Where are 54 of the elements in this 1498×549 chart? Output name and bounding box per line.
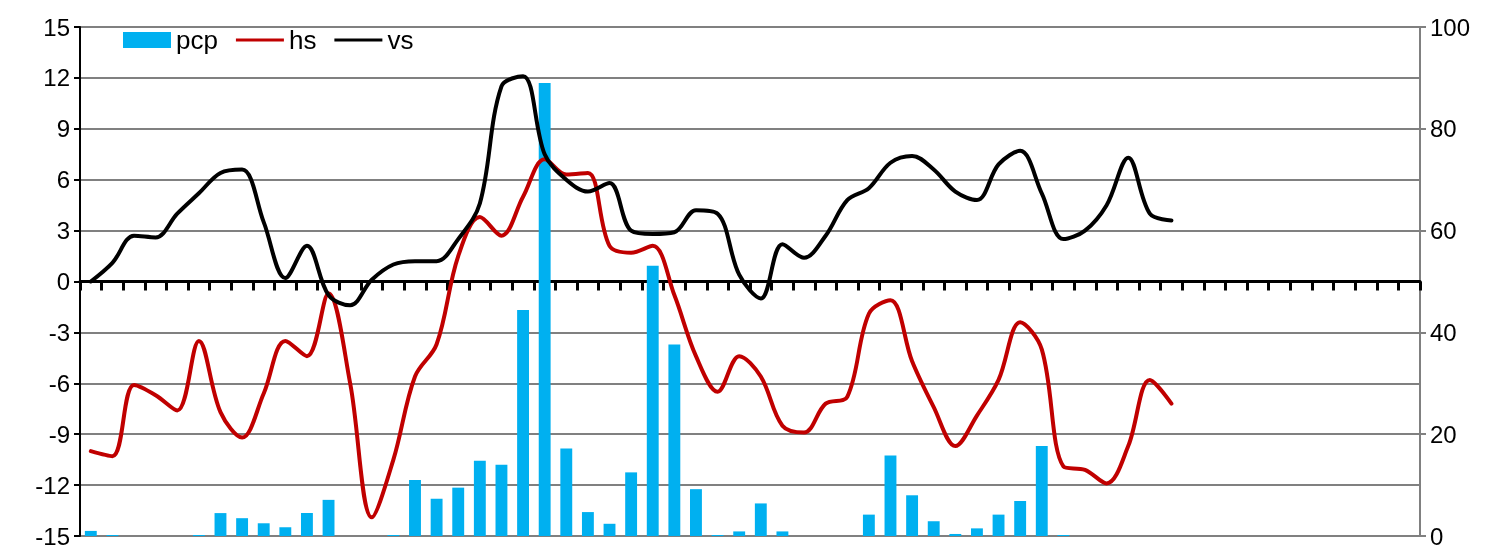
bar bbox=[452, 487, 465, 536]
bar bbox=[646, 265, 659, 536]
bar bbox=[84, 530, 97, 536]
bar bbox=[409, 480, 421, 536]
y-tick-label: 9 bbox=[56, 115, 70, 143]
bar bbox=[862, 514, 875, 536]
bar bbox=[992, 514, 1005, 536]
bar bbox=[473, 460, 486, 536]
bar bbox=[236, 518, 249, 536]
y-tick-label: 12 bbox=[43, 64, 70, 92]
bar bbox=[279, 527, 292, 536]
y-tick-label: -3 bbox=[48, 318, 70, 346]
legend-label: vs bbox=[387, 25, 414, 55]
y-tick-label: -9 bbox=[48, 420, 70, 448]
legend-label: hs bbox=[288, 25, 317, 55]
y-tick-label: -6 bbox=[48, 369, 70, 397]
bar bbox=[949, 533, 962, 536]
y2-tick-label: 20 bbox=[1430, 420, 1457, 448]
bar bbox=[257, 523, 270, 536]
bar bbox=[906, 495, 919, 536]
bar bbox=[214, 513, 227, 536]
bar bbox=[754, 503, 767, 536]
y2-tick-label: 100 bbox=[1430, 13, 1471, 41]
bar bbox=[322, 499, 335, 536]
bar bbox=[690, 489, 702, 536]
bar bbox=[495, 464, 508, 536]
y-tick-label: 15 bbox=[43, 13, 70, 41]
bar bbox=[970, 528, 983, 536]
bar bbox=[668, 344, 681, 536]
bar bbox=[517, 310, 530, 536]
bar bbox=[603, 523, 616, 536]
bar bbox=[300, 513, 313, 536]
y-tick-label: 0 bbox=[56, 268, 70, 295]
bar bbox=[1014, 500, 1027, 536]
y2-tick-label: 80 bbox=[1430, 115, 1457, 143]
bar bbox=[1035, 445, 1048, 536]
y2-tick-label: 0 bbox=[1430, 522, 1444, 549]
y2-tick-label: 60 bbox=[1430, 217, 1457, 245]
bar bbox=[430, 498, 443, 536]
bar bbox=[733, 531, 746, 536]
y2-tick-label: 40 bbox=[1430, 318, 1457, 346]
bar bbox=[776, 531, 789, 536]
bar bbox=[581, 512, 594, 536]
y-tick-label: 6 bbox=[56, 166, 70, 194]
bar bbox=[538, 82, 551, 536]
bar bbox=[927, 521, 940, 536]
bar bbox=[884, 455, 897, 536]
line-series bbox=[88, 157, 1174, 520]
legend-label: pcp bbox=[176, 25, 218, 55]
y-tick-label: 3 bbox=[56, 217, 70, 245]
bar bbox=[560, 448, 573, 536]
y-tick-label: -12 bbox=[35, 471, 70, 499]
y-tick-label: -15 bbox=[35, 522, 70, 549]
bar bbox=[625, 472, 638, 536]
